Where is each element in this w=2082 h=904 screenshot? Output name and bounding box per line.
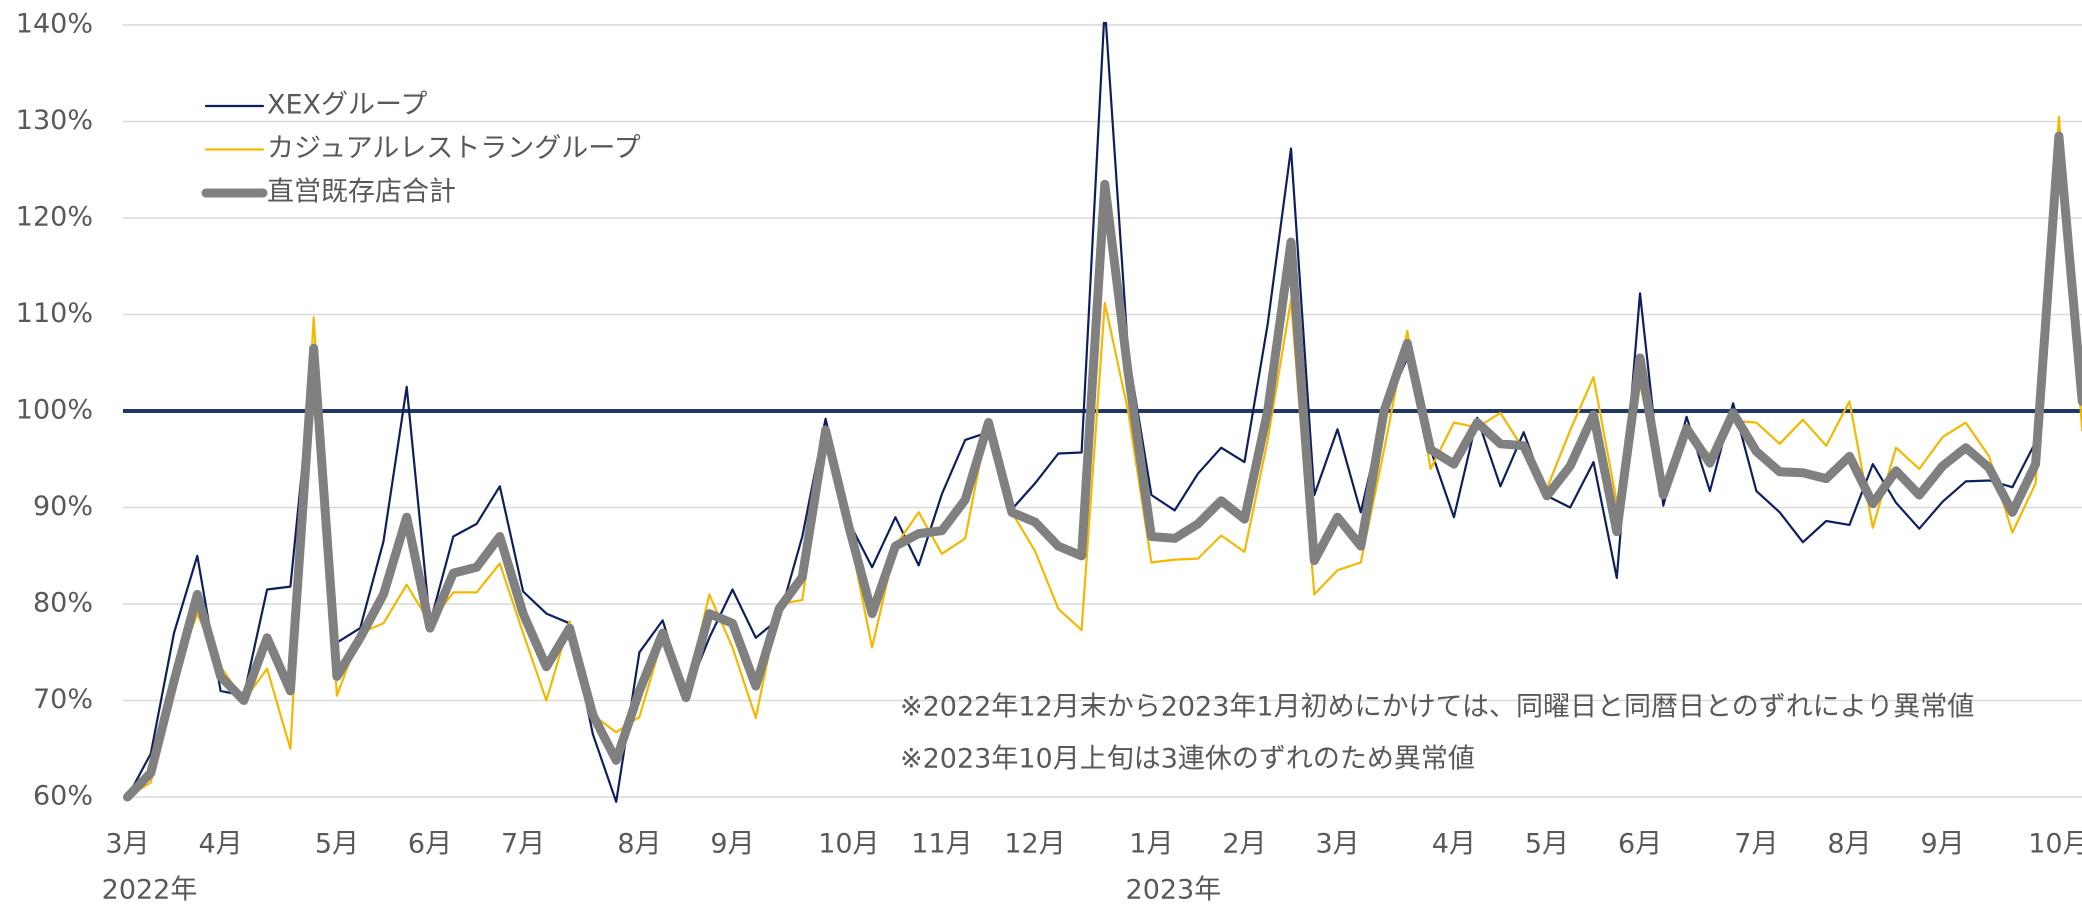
x-group-label: 2022年 <box>102 875 198 904</box>
x-tick-label: 9月 <box>710 829 754 860</box>
x-tick-label: 12月 <box>1004 829 1065 860</box>
y-tick-label: 80% <box>33 588 93 619</box>
y-tick-label: 100% <box>16 395 93 426</box>
x-tick-label: 11月 <box>911 829 972 860</box>
y-tick-label: 120% <box>16 202 93 233</box>
x-tick-label: 9月 <box>1920 829 1964 860</box>
x-group-label: 2023年 <box>1126 875 1222 904</box>
y-tick-label: 70% <box>33 684 93 715</box>
x-tick-label: 8月 <box>1827 829 1871 860</box>
series-line <box>126 115 2082 799</box>
y-tick-label: 130% <box>16 105 93 136</box>
x-tick-label: 10月 <box>818 829 879 860</box>
y-tick-label: 110% <box>16 298 93 329</box>
x-tick-label: 3月 <box>105 829 149 860</box>
x-tick-label: 4月 <box>1432 829 1476 860</box>
x-tick-label: 2月 <box>1222 829 1266 860</box>
x-tick-label: 6月 <box>1618 829 1662 860</box>
x-tick-label: 5月 <box>315 829 359 860</box>
x-tick-label: 6月 <box>408 829 452 860</box>
x-tick-label: 3月 <box>1315 829 1359 860</box>
x-tick-label: 1月 <box>1129 829 1173 860</box>
legend-label: XEXグループ <box>267 90 427 121</box>
legend-label: カジュアルレストラングループ <box>267 133 641 164</box>
x-tick-label: 7月 <box>1734 829 1778 860</box>
annotation: ※2022年12月末から2023年1月初めにかけては、同曜日と同暦日とのずれによ… <box>900 692 1974 723</box>
x-tick-label: 5月 <box>1525 829 1569 860</box>
plot-area <box>123 22 2082 803</box>
x-tick-label: 7月 <box>501 829 545 860</box>
annotation: ※2023年10月上旬は3連休のずれのため異常値 <box>900 744 1475 775</box>
y-tick-label: 60% <box>33 781 93 812</box>
x-tick-label: 4月 <box>198 829 242 860</box>
y-tick-label: 90% <box>33 491 93 522</box>
y-tick-label: 140% <box>16 9 93 40</box>
x-tick-label: 10月 <box>2028 829 2082 860</box>
legend-label: 直営既存店合計 <box>267 177 456 208</box>
labels: 60%70%80%90%100%110%120%130%140%3月2022年4… <box>16 9 2082 904</box>
series-line <box>126 22 2082 803</box>
series-line <box>123 131 2082 802</box>
x-tick-label: 8月 <box>617 829 661 860</box>
